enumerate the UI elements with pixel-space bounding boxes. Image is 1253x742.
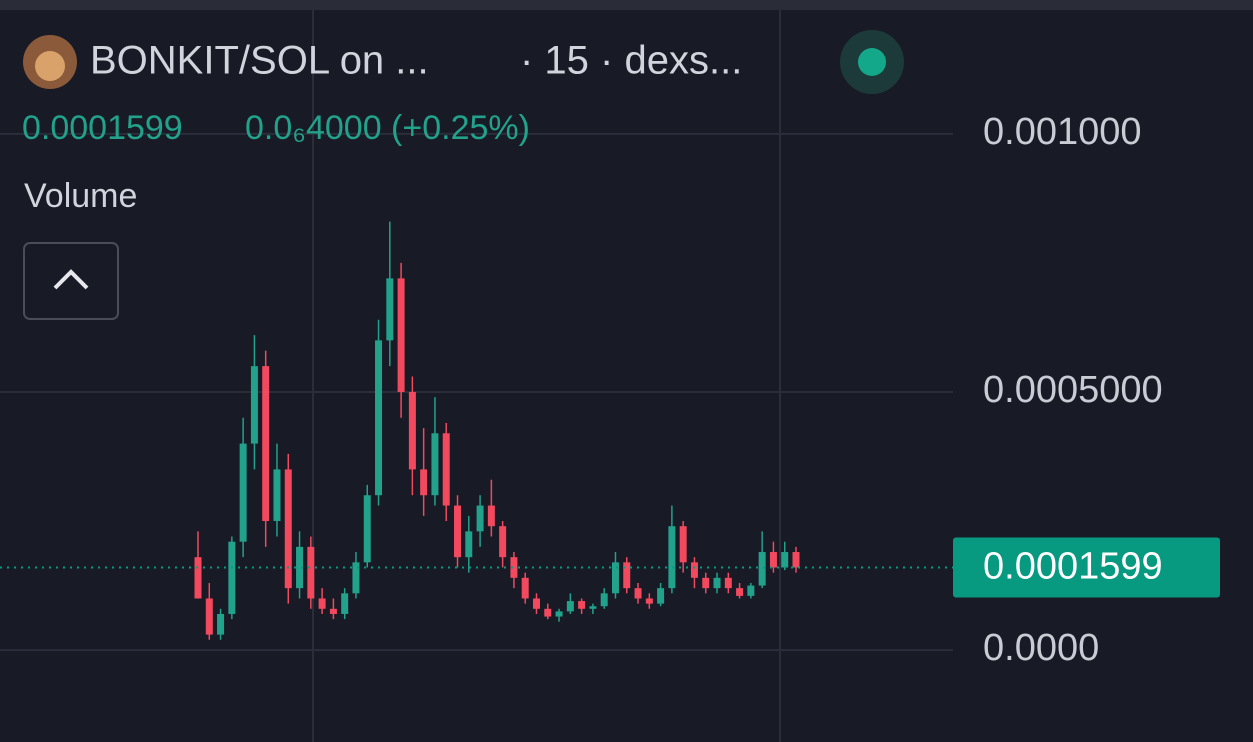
status-dot <box>858 48 886 76</box>
grid <box>0 132 953 652</box>
candle-body <box>431 433 439 496</box>
top-bar <box>0 0 1253 10</box>
candle-body <box>544 608 552 617</box>
candle-body <box>228 541 236 614</box>
candle-body <box>499 526 507 558</box>
candle-body <box>329 608 337 614</box>
candle-body <box>611 562 619 594</box>
candle-body <box>217 613 225 635</box>
pair-meta: · 15 · dexs... <box>520 39 742 83</box>
candle-body <box>623 562 631 589</box>
candle-body <box>318 598 326 609</box>
y-tick-label: 0.0000 <box>983 627 1099 669</box>
candle-body <box>442 433 450 506</box>
candle-body <box>510 557 518 578</box>
candle-body <box>578 601 586 609</box>
candle-body <box>476 505 484 532</box>
candle-body <box>747 585 755 596</box>
indicator-label: Volume <box>24 177 137 215</box>
last-price-label: 0.0001599 <box>983 546 1163 588</box>
candle-body <box>702 577 710 589</box>
chevron-up[interactable] <box>53 269 89 290</box>
candle-body <box>250 366 258 444</box>
candle-body <box>307 546 315 599</box>
y-tick-label: 0.001000 <box>983 111 1142 153</box>
candle-body <box>724 577 732 589</box>
candle-body <box>566 601 574 612</box>
candle-body <box>532 598 540 609</box>
candle-body <box>296 546 304 589</box>
button-frame[interactable] <box>23 242 119 320</box>
candle-body <box>713 577 721 589</box>
candle-body <box>758 552 766 586</box>
candle-body <box>657 588 665 604</box>
candle-body <box>273 469 281 522</box>
candle-body <box>352 562 360 594</box>
collapse-button[interactable] <box>23 242 119 320</box>
candle-body <box>239 443 247 542</box>
candle-body <box>792 552 800 568</box>
candle-body <box>600 593 608 607</box>
candle-body <box>487 505 495 527</box>
candle-body <box>454 505 462 558</box>
candle-body <box>408 391 416 470</box>
candle-body <box>205 598 213 635</box>
candle-body <box>521 577 529 599</box>
candle-body <box>589 606 597 609</box>
candle-body <box>769 552 777 568</box>
last-price-tag <box>953 537 1220 598</box>
candle-body <box>194 557 202 599</box>
candle-body <box>465 531 473 558</box>
pair-title: BONKIT/SOL on ... <box>90 39 429 83</box>
y-tick-label: 0.0005000 <box>983 369 1163 411</box>
candle-body <box>375 340 383 496</box>
candle-body <box>363 495 371 563</box>
candle-body <box>284 469 292 589</box>
pair-avatar-face <box>35 51 65 81</box>
candle-body <box>736 588 744 596</box>
candle-body <box>645 598 653 604</box>
candle-body <box>690 562 698 578</box>
candle-body <box>341 593 349 614</box>
candle-body <box>668 526 676 589</box>
candle-body <box>555 611 563 617</box>
candle-body <box>781 552 789 568</box>
candles <box>194 221 800 640</box>
candle-body <box>262 366 270 522</box>
candle-body <box>386 278 394 341</box>
header-price: 0.0001599 <box>22 109 183 147</box>
header-change: 0.0₆4000 (+0.25%) <box>245 109 530 147</box>
candle-body <box>679 526 687 563</box>
candle-body <box>420 469 428 496</box>
candle-body <box>634 588 642 599</box>
candle-body <box>397 278 405 392</box>
